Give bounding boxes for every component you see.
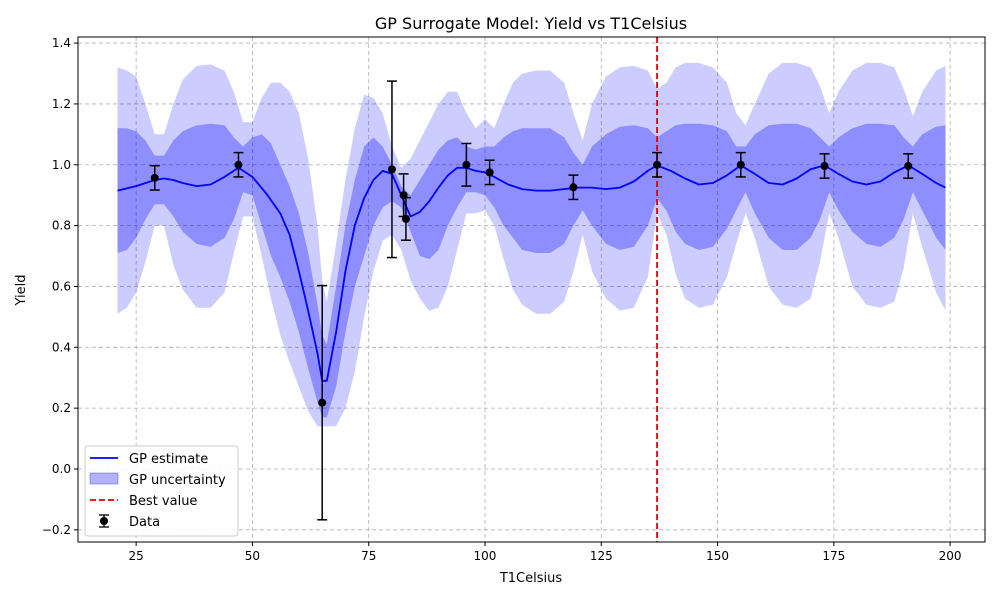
x-tick-label: 125: [590, 549, 613, 563]
y-tick-label: 0.0: [52, 462, 71, 476]
legend-best-value-label: Best value: [129, 494, 197, 509]
y-axis-ticks: −0.2 0.0 0.2 0.4 0.6 0.8 1.0 1.2 1.4: [42, 36, 78, 537]
data-marker: [150, 173, 159, 182]
gp-uncertainty-band: [117, 62, 946, 427]
data-point: [735, 151, 746, 178]
data-marker: [653, 160, 662, 169]
data-point: [903, 153, 914, 179]
y-tick-label: 1.0: [52, 158, 71, 172]
y-tick-label: 0.8: [52, 219, 71, 233]
data-marker: [462, 160, 471, 169]
x-tick-label: 50: [245, 549, 260, 563]
plot-frame: [77, 36, 986, 543]
y-tick-label: 1.2: [52, 97, 71, 111]
y-tick-label: 0.4: [52, 340, 71, 354]
y-tick-label: 0.2: [52, 401, 71, 415]
legend: GP estimate GP uncertainty Best value Da…: [84, 445, 239, 537]
data-points: [149, 80, 914, 521]
y-tick-label: 1.4: [52, 36, 71, 50]
data-point: [461, 142, 472, 187]
data-point: [386, 80, 397, 259]
data-point: [484, 159, 495, 186]
x-axis-ticks: 25 50 75 100 125 150 175 200: [129, 542, 962, 563]
legend-data-label: Data: [129, 515, 160, 530]
x-tick-label: 25: [129, 549, 144, 563]
y-tick-label: −0.2: [42, 523, 71, 537]
grid: [78, 37, 985, 542]
data-marker: [234, 160, 243, 169]
data-point: [149, 164, 160, 191]
data-marker: [387, 165, 396, 174]
chart-title: GP Surrogate Model: Yield vs T1Celsius: [375, 14, 687, 33]
uncertainty-inner-band: [117, 123, 946, 418]
data-point: [568, 174, 579, 201]
data-marker: [401, 214, 410, 223]
x-tick-label: 200: [939, 549, 962, 563]
y-tick-label: 0.6: [52, 279, 71, 293]
legend-data-marker: [100, 517, 108, 525]
data-marker: [904, 161, 913, 170]
data-point: [819, 153, 830, 179]
gp-estimate-line-group: [117, 164, 946, 382]
legend-gp-uncertainty-swatch: [89, 472, 119, 485]
uncertainty-outer-band: [117, 62, 946, 427]
data-point: [317, 284, 328, 521]
data-marker: [485, 168, 494, 177]
legend-gp-estimate-label: GP estimate: [129, 452, 208, 467]
legend-box: [84, 445, 239, 537]
x-tick-label: 75: [361, 549, 376, 563]
gp-estimate-line: [117, 164, 946, 382]
x-tick-label: 100: [474, 549, 497, 563]
x-axis-label: T1Celsius: [499, 571, 563, 586]
data-point: [233, 151, 244, 178]
data-point: [652, 151, 663, 178]
data-marker: [569, 183, 578, 192]
data-marker: [318, 398, 327, 407]
data-marker: [736, 160, 745, 169]
data-marker: [820, 161, 829, 170]
x-tick-label: 150: [706, 549, 729, 563]
y-axis-label: Yield: [14, 275, 29, 307]
x-tick-label: 175: [822, 549, 845, 563]
legend-gp-uncertainty-label: GP uncertainty: [129, 473, 226, 488]
data-point: [400, 196, 411, 241]
